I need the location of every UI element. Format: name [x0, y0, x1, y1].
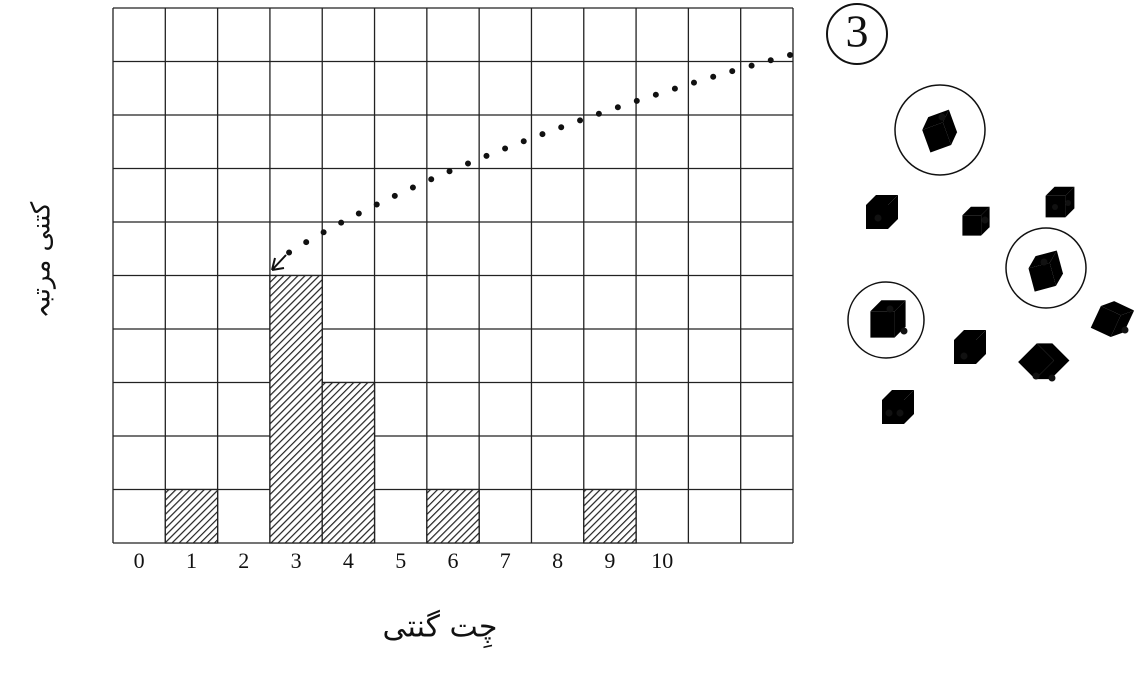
bar [584, 490, 636, 544]
y-axis-label: کتنی مرتبہ [27, 201, 57, 318]
dice-illustration [848, 85, 1134, 424]
bar [270, 276, 322, 544]
bar [427, 490, 479, 544]
grid [113, 8, 793, 543]
x-tick-label: 0 [134, 548, 145, 573]
x-tick-label: 8 [552, 548, 563, 573]
dotted-arrow [285, 55, 790, 255]
x-tick-label: 6 [448, 548, 459, 573]
x-tick-label: 7 [500, 548, 511, 573]
x-tick-label: 1 [186, 548, 197, 573]
bar [322, 383, 374, 544]
labels: 0 1 2 3 4 5 6 7 8 9 10 [134, 548, 674, 573]
bar [165, 490, 217, 544]
page: {"chart_data": {"type": "bar", "categori… [0, 0, 1141, 675]
x-tick-label: 4 [343, 548, 354, 573]
bars [165, 276, 636, 544]
arrow-head [272, 255, 286, 270]
x-tick-label: 3 [291, 548, 302, 573]
x-axis-label: چِت گنتی [383, 610, 498, 649]
chart: 0 1 2 3 4 5 6 7 8 9 10 3 چِت گنتی کتنی مرتبہ [0, 0, 1141, 675]
x-tick-label: 9 [604, 548, 615, 573]
annotation: 3 [846, 6, 869, 57]
x-tick-label: 2 [238, 548, 249, 573]
x-tick-label: 10 [651, 548, 673, 573]
x-tick-label: 5 [395, 548, 406, 573]
